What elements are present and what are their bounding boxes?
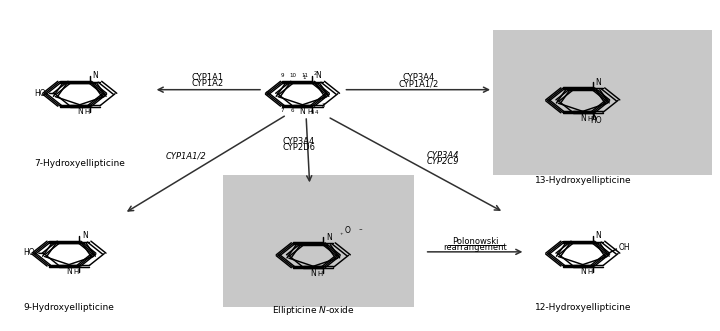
Text: H: H — [307, 109, 312, 115]
Text: N: N — [595, 78, 601, 87]
Text: CYP3A4: CYP3A4 — [426, 151, 459, 160]
Text: OH: OH — [618, 243, 630, 252]
Text: 13-Hydroxyellipticine: 13-Hydroxyellipticine — [534, 176, 631, 185]
Text: O: O — [345, 226, 351, 235]
Text: CYP1A1/2: CYP1A1/2 — [166, 151, 207, 160]
Text: Polonowski: Polonowski — [451, 237, 498, 247]
Text: CYP2D6: CYP2D6 — [282, 143, 315, 152]
Bar — [223, 175, 414, 307]
Text: CYP3A4: CYP3A4 — [402, 73, 435, 82]
Text: H: H — [84, 109, 89, 115]
Text: rearrangement: rearrangement — [443, 243, 507, 253]
Text: 2: 2 — [314, 71, 317, 76]
Text: 1: 1 — [302, 75, 305, 80]
Text: 11: 11 — [301, 73, 308, 78]
Text: 3: 3 — [321, 103, 325, 108]
Text: $^-$: $^-$ — [358, 228, 364, 233]
Text: N: N — [580, 114, 585, 123]
Text: N: N — [595, 231, 601, 240]
Text: 7-Hydroxyellipticine: 7-Hydroxyellipticine — [35, 159, 125, 168]
Text: CYP2C9: CYP2C9 — [426, 157, 459, 166]
Text: CYP3A4: CYP3A4 — [283, 137, 315, 146]
Text: CYP1A2: CYP1A2 — [192, 79, 224, 88]
Text: HO: HO — [24, 249, 35, 258]
Bar — [493, 30, 712, 175]
Text: N: N — [77, 107, 83, 117]
Text: 9: 9 — [280, 73, 284, 78]
Text: HO: HO — [35, 89, 46, 98]
Text: N: N — [66, 267, 72, 276]
Text: N: N — [326, 233, 332, 242]
Text: 10: 10 — [289, 73, 296, 78]
Text: HO: HO — [590, 116, 602, 125]
Text: 8: 8 — [265, 91, 269, 96]
Text: Ellipticine $N$-oxide: Ellipticine $N$-oxide — [272, 304, 354, 317]
Text: 4: 4 — [315, 110, 318, 115]
Text: 9-Hydroxyellipticine: 9-Hydroxyellipticine — [24, 303, 114, 312]
Text: N: N — [300, 107, 305, 117]
Text: H: H — [588, 269, 593, 275]
Text: CYP1A1: CYP1A1 — [192, 73, 224, 82]
Text: 5: 5 — [311, 110, 314, 115]
Text: N: N — [580, 267, 585, 276]
Text: H: H — [588, 116, 593, 121]
Text: CYP1A1/2: CYP1A1/2 — [399, 79, 439, 88]
Text: 7: 7 — [280, 108, 284, 113]
Text: H: H — [73, 269, 78, 275]
Text: 6: 6 — [290, 108, 294, 113]
Text: N: N — [82, 231, 88, 240]
Text: $^+$: $^+$ — [339, 232, 345, 237]
Text: N: N — [315, 71, 321, 80]
Text: N: N — [93, 71, 99, 80]
Text: H: H — [318, 270, 323, 277]
Text: N: N — [310, 269, 316, 278]
Text: 12-Hydroxyellipticine: 12-Hydroxyellipticine — [534, 303, 631, 312]
